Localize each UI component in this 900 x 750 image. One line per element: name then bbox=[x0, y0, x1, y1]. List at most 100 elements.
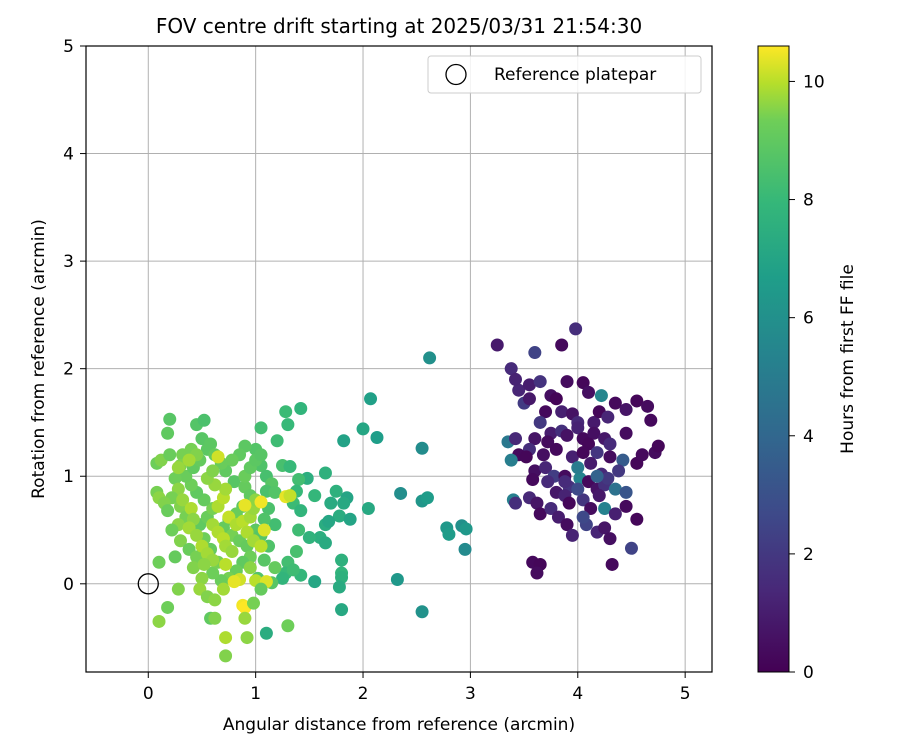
data-point bbox=[420, 491, 434, 505]
data-point bbox=[364, 392, 378, 406]
data-point bbox=[294, 401, 308, 415]
x-tick-label: 3 bbox=[465, 684, 476, 704]
data-point bbox=[356, 422, 370, 436]
data-point bbox=[289, 545, 303, 559]
data-point bbox=[551, 510, 565, 524]
data-point bbox=[555, 338, 569, 352]
data-point bbox=[571, 421, 585, 435]
data-point bbox=[390, 572, 404, 586]
y-tick-label: 2 bbox=[63, 360, 74, 380]
data-point bbox=[616, 453, 630, 467]
data-point bbox=[526, 472, 540, 486]
data-point bbox=[603, 532, 617, 546]
x-tick-label: 4 bbox=[572, 684, 583, 704]
data-point bbox=[587, 415, 601, 429]
colorbar-tick-label: 8 bbox=[803, 191, 814, 211]
data-point bbox=[560, 375, 574, 389]
data-point bbox=[560, 428, 574, 442]
data-point bbox=[630, 512, 644, 526]
data-point bbox=[539, 461, 553, 475]
legend: Reference platepar bbox=[427, 55, 702, 94]
data-point bbox=[197, 557, 211, 571]
data-point bbox=[555, 405, 569, 419]
y-tick-label: 4 bbox=[63, 145, 74, 165]
colorbar-label: Hours from first FF file bbox=[838, 264, 858, 454]
data-point bbox=[335, 553, 349, 567]
data-point bbox=[240, 631, 254, 645]
data-point bbox=[576, 446, 590, 460]
chart-title: FOV centre drift starting at 2025/03/31 … bbox=[156, 14, 642, 38]
data-point bbox=[225, 545, 239, 559]
data-point bbox=[283, 460, 297, 474]
data-point bbox=[257, 512, 271, 526]
data-point bbox=[619, 426, 633, 440]
data-point bbox=[161, 600, 175, 614]
data-point bbox=[195, 571, 209, 585]
data-point bbox=[530, 496, 544, 510]
x-axis-title: Angular distance from reference (arcmin) bbox=[223, 715, 575, 735]
colorbar-tick-label: 4 bbox=[803, 427, 814, 447]
data-point bbox=[329, 484, 343, 498]
data-point bbox=[163, 412, 177, 426]
data-point bbox=[208, 593, 222, 607]
data-point bbox=[415, 441, 429, 455]
x-axis-ticks: 0 1 2 3 4 5 bbox=[143, 672, 691, 704]
data-point bbox=[522, 392, 536, 406]
data-point bbox=[152, 555, 166, 569]
data-point bbox=[168, 471, 182, 485]
data-point bbox=[268, 518, 282, 532]
data-point bbox=[612, 464, 626, 478]
data-point bbox=[279, 405, 293, 419]
data-point bbox=[335, 570, 349, 584]
data-point bbox=[335, 603, 349, 617]
data-point bbox=[294, 504, 308, 518]
data-point bbox=[247, 596, 261, 610]
data-point bbox=[605, 557, 619, 571]
x-tick-label: 2 bbox=[358, 684, 369, 704]
data-point bbox=[302, 531, 316, 545]
y-axis-ticks: 0 1 2 3 4 5 bbox=[63, 37, 86, 595]
data-point bbox=[370, 431, 384, 445]
data-point bbox=[152, 614, 166, 628]
data-point bbox=[292, 523, 306, 537]
data-point bbox=[292, 472, 306, 486]
data-point bbox=[308, 575, 322, 589]
colorbar-tick-label: 6 bbox=[803, 309, 814, 329]
data-point bbox=[206, 566, 220, 580]
data-point bbox=[635, 448, 649, 462]
colorbar-tick-label: 0 bbox=[803, 663, 814, 683]
data-point bbox=[176, 493, 190, 507]
data-point bbox=[208, 611, 222, 625]
data-point bbox=[275, 571, 289, 585]
data-point bbox=[227, 475, 241, 489]
data-point bbox=[624, 541, 638, 555]
data-point bbox=[641, 399, 655, 413]
data-point bbox=[257, 553, 271, 567]
data-point bbox=[337, 496, 351, 510]
data-point bbox=[216, 582, 230, 596]
data-point bbox=[173, 534, 187, 548]
data-point bbox=[197, 413, 211, 427]
data-point bbox=[179, 469, 193, 483]
reference-point bbox=[137, 573, 159, 595]
data-point bbox=[549, 442, 563, 456]
y-tick-label: 0 bbox=[63, 575, 74, 595]
data-point bbox=[259, 626, 273, 640]
data-point bbox=[519, 450, 533, 464]
data-point bbox=[509, 496, 523, 510]
data-point bbox=[533, 507, 547, 521]
data-point bbox=[528, 346, 542, 360]
data-point bbox=[318, 536, 332, 550]
data-point bbox=[608, 396, 622, 410]
y-tick-label: 3 bbox=[63, 252, 74, 272]
data-point bbox=[219, 482, 233, 496]
data-point bbox=[219, 631, 233, 645]
data-point bbox=[268, 561, 282, 575]
data-point bbox=[281, 619, 295, 633]
data-point bbox=[322, 514, 336, 528]
data-point bbox=[219, 557, 233, 571]
data-point bbox=[423, 351, 437, 365]
data-point bbox=[630, 394, 644, 408]
data-point bbox=[584, 456, 598, 470]
